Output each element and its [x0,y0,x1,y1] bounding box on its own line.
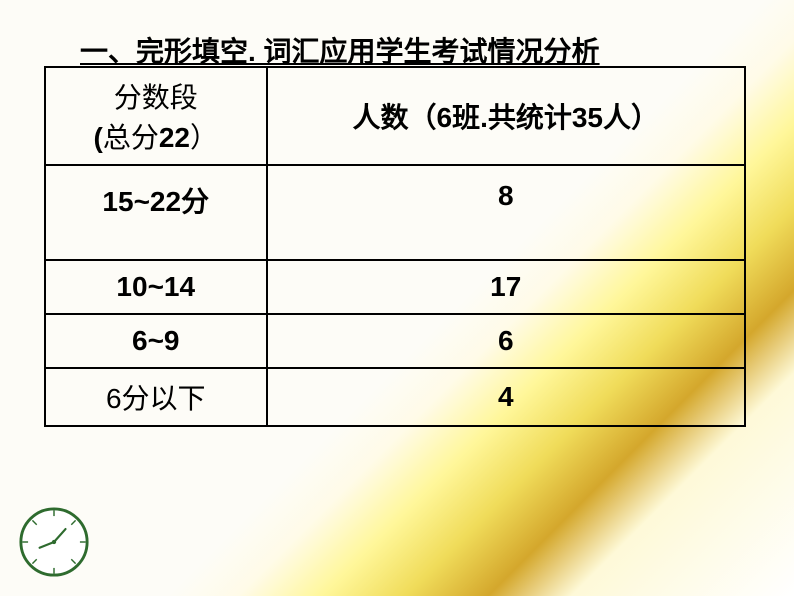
b2: 35 [572,102,603,133]
header-people-count: 人数（6班.共统计35人） [267,67,746,165]
suffix: ） [190,122,218,153]
header-score-range: 分数段 (总分22） [45,67,267,165]
m1: 班.共统计 [452,102,572,133]
cell-count: 8 [267,165,746,260]
s1: 人） [603,102,659,133]
b1: 6 [436,102,452,133]
cell-range: 6~9 [45,314,267,368]
table-row: 6~9 6 [45,314,745,368]
num: 22 [159,122,190,153]
table-row: 15~22分 8 [45,165,745,260]
page-title: 一、完形填空. 词汇应用学生考试情况分析 [80,30,600,70]
table-header-row: 分数段 (总分22） 人数（6班.共统计35人） [45,67,745,165]
clock-icon [18,506,90,578]
cell-count: 6 [267,314,746,368]
cell-range: 10~14 [45,260,267,314]
prefix: ( [93,122,102,153]
table-row: 10~14 17 [45,260,745,314]
mid: 总分 [103,122,159,153]
cell-range: 6分以下 [45,368,267,426]
table-row: 6分以下 4 [45,368,745,426]
score-table: 分数段 (总分22） 人数（6班.共统计35人） 15~22分 8 10~14 … [44,66,746,427]
cell-count: 17 [267,260,746,314]
cell-count: 4 [267,368,746,426]
header-left-line2: (总分22） [93,122,218,153]
header-left-line1: 分数段 [114,82,198,113]
p1: 人数（ [352,102,436,133]
cell-range: 15~22分 [45,165,267,260]
